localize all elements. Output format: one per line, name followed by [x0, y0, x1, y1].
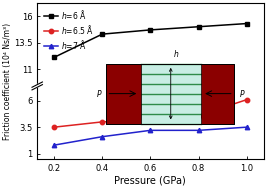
$h$=6.5 Å [101, 121, 104, 123]
$h$=7 Å [53, 144, 56, 146]
$h$=6 Å [101, 33, 104, 35]
$h$=6 Å [149, 29, 152, 31]
Y-axis label: Friction coefficient (10⁴ Ns/m³): Friction coefficient (10⁴ Ns/m³) [3, 23, 13, 140]
$h$=6.5 Å [197, 114, 200, 117]
Legend: $h$=6 Å, $h$=6.5 Å, $h$=7 Å: $h$=6 Å, $h$=6.5 Å, $h$=7 Å [43, 7, 95, 52]
$h$=7 Å [197, 129, 200, 132]
Line: $h$=6 Å: $h$=6 Å [52, 21, 249, 60]
$h$=6.5 Å [245, 98, 248, 101]
$h$=7 Å [245, 126, 248, 128]
$h$=6.5 Å [53, 126, 56, 128]
$h$=7 Å [149, 129, 152, 132]
$h$=6 Å [53, 56, 56, 59]
Line: $h$=7 Å: $h$=7 Å [52, 125, 249, 147]
Line: $h$=6.5 Å: $h$=6.5 Å [52, 98, 249, 129]
X-axis label: Pressure (GPa): Pressure (GPa) [115, 176, 186, 186]
$h$=6.5 Å [149, 119, 152, 121]
$h$=7 Å [101, 136, 104, 138]
$h$=6 Å [245, 22, 248, 25]
$h$=6 Å [197, 26, 200, 28]
